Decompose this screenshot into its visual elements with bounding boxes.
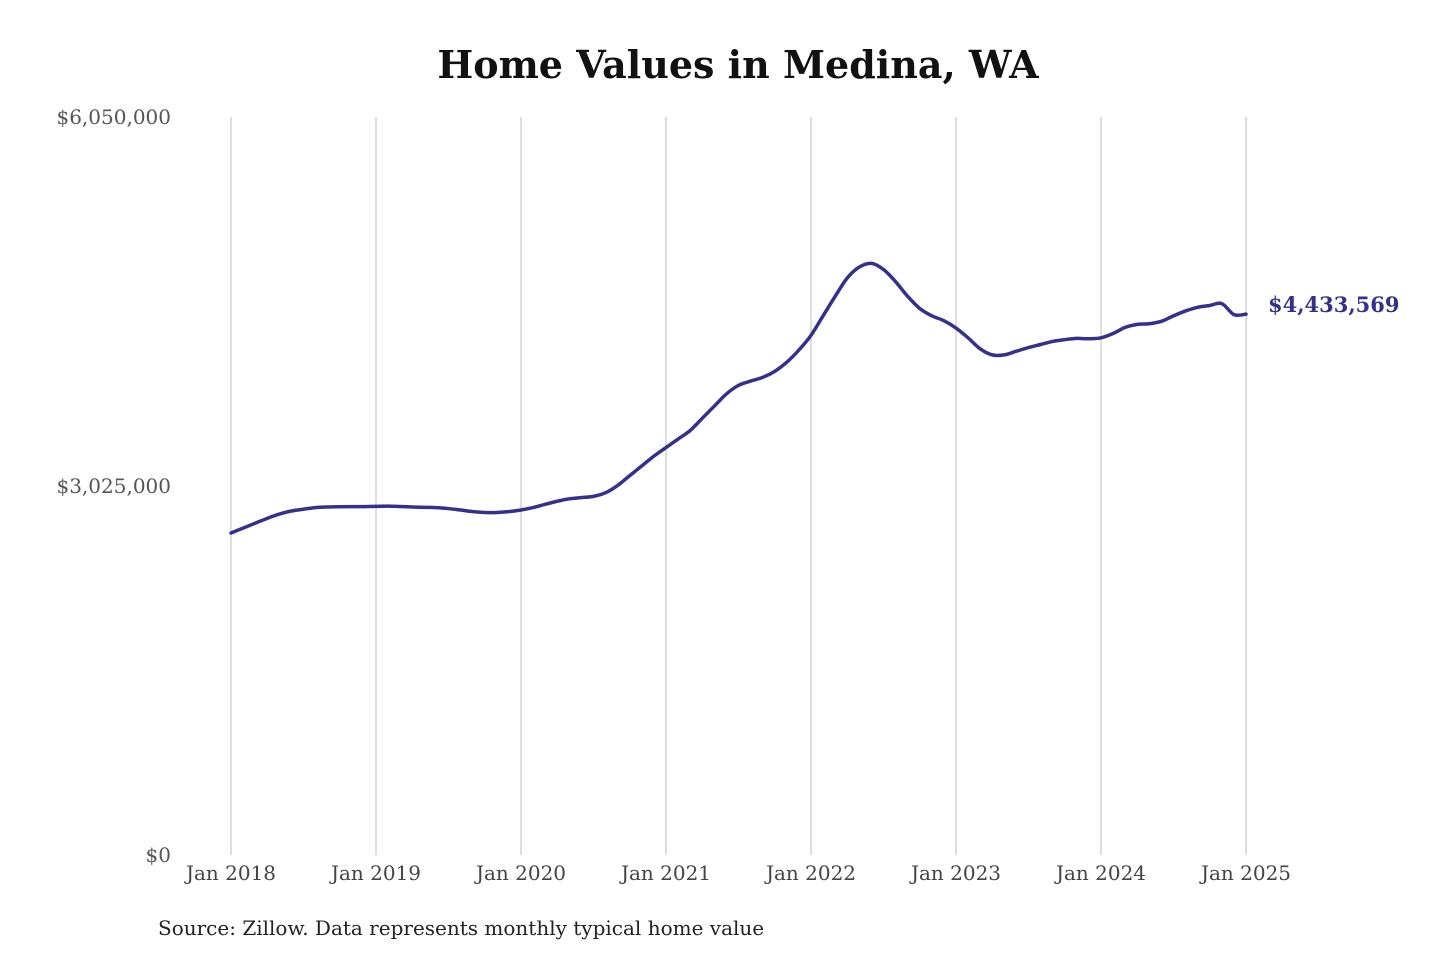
series-line-0 <box>229 261 1248 535</box>
x-tick-label: Jan 2024 <box>1054 861 1146 885</box>
x-tick-label: Jan 2025 <box>1199 861 1291 885</box>
gridlines <box>230 117 1247 855</box>
x-tick-label: Jan 2023 <box>909 861 1001 885</box>
chart-title: Home Values in Medina, WA <box>437 42 1039 87</box>
x-tick-label: Jan 2022 <box>764 861 856 885</box>
y-tick-label: $6,050,000 <box>56 105 171 129</box>
x-tick-label: Jan 2021 <box>619 861 711 885</box>
x-tick-label: Jan 2020 <box>474 861 566 885</box>
series-layer <box>229 261 1248 535</box>
x-tick-label: Jan 2019 <box>329 861 421 885</box>
annotations: $4,433,569 <box>1268 292 1400 317</box>
y-tick-label: $3,025,000 <box>56 474 171 498</box>
x-tick-label: Jan 2018 <box>184 861 276 885</box>
y-tick-label: $0 <box>146 843 171 867</box>
x-axis: Jan 2018 Jan 2019 Jan 2020 Jan 2021 Jan 2022… <box>184 861 1291 885</box>
end-value-label: $4,433,569 <box>1268 292 1400 317</box>
y-axis: $0 $3,025,000 $6,050,000 <box>56 105 171 867</box>
source-note: Source: Zillow. Data represents monthly … <box>158 916 765 940</box>
